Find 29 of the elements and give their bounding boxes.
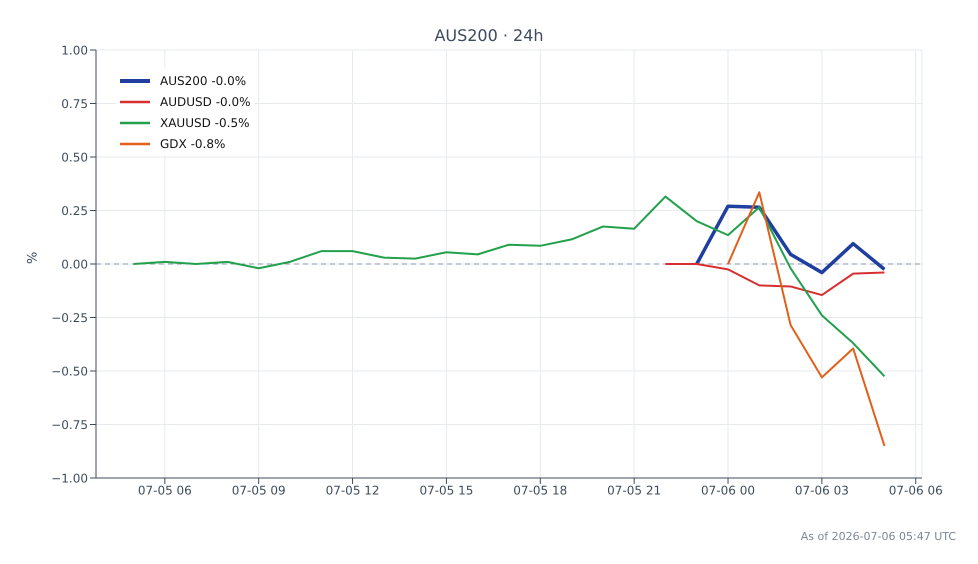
y-tick-label: −0.50 bbox=[51, 364, 88, 378]
x-tick-label: 07-05 09 bbox=[232, 484, 286, 498]
y-tick-label: 0.25 bbox=[61, 204, 88, 218]
y-axis-title: % bbox=[26, 252, 41, 264]
y-tick-label: 0.75 bbox=[61, 96, 88, 111]
y-tick-label: −0.25 bbox=[51, 310, 88, 325]
line-series bbox=[727, 191, 886, 447]
x-tick-label: 07-06 03 bbox=[794, 484, 849, 498]
line-series bbox=[664, 263, 886, 296]
x-tick-label: 07-05 18 bbox=[513, 484, 568, 498]
legend-label: GDX -0.8% bbox=[160, 136, 226, 150]
y-tick-label: −1.00 bbox=[51, 471, 88, 486]
y-tick-label: −0.75 bbox=[51, 418, 88, 432]
y-tick-label: 0.50 bbox=[61, 150, 88, 164]
line-series bbox=[132, 196, 886, 378]
x-tick-label: 07-05 12 bbox=[326, 484, 380, 498]
x-tick-label: 07-06 06 bbox=[888, 484, 943, 498]
x-tick-label: 07-05 21 bbox=[607, 484, 662, 498]
y-tick-label: 0.00 bbox=[61, 257, 88, 272]
legend-label: AUS200 -0.0% bbox=[160, 74, 246, 88]
legend-label: AUDUSD -0.0% bbox=[160, 94, 251, 108]
line-series bbox=[694, 204, 886, 274]
y-tick-label: 1.00 bbox=[61, 43, 88, 58]
x-tick-label: 07-05 06 bbox=[138, 484, 192, 498]
text: As of 2026-07-06 05:47 UTC bbox=[800, 530, 956, 543]
x-tick-label: 07-05 15 bbox=[419, 484, 474, 498]
legend-label: XAUUSD -0.5% bbox=[160, 116, 250, 130]
x-tick-label: 07-06 00 bbox=[701, 484, 755, 498]
chart-title: AUS200 · 24h bbox=[433, 26, 545, 45]
